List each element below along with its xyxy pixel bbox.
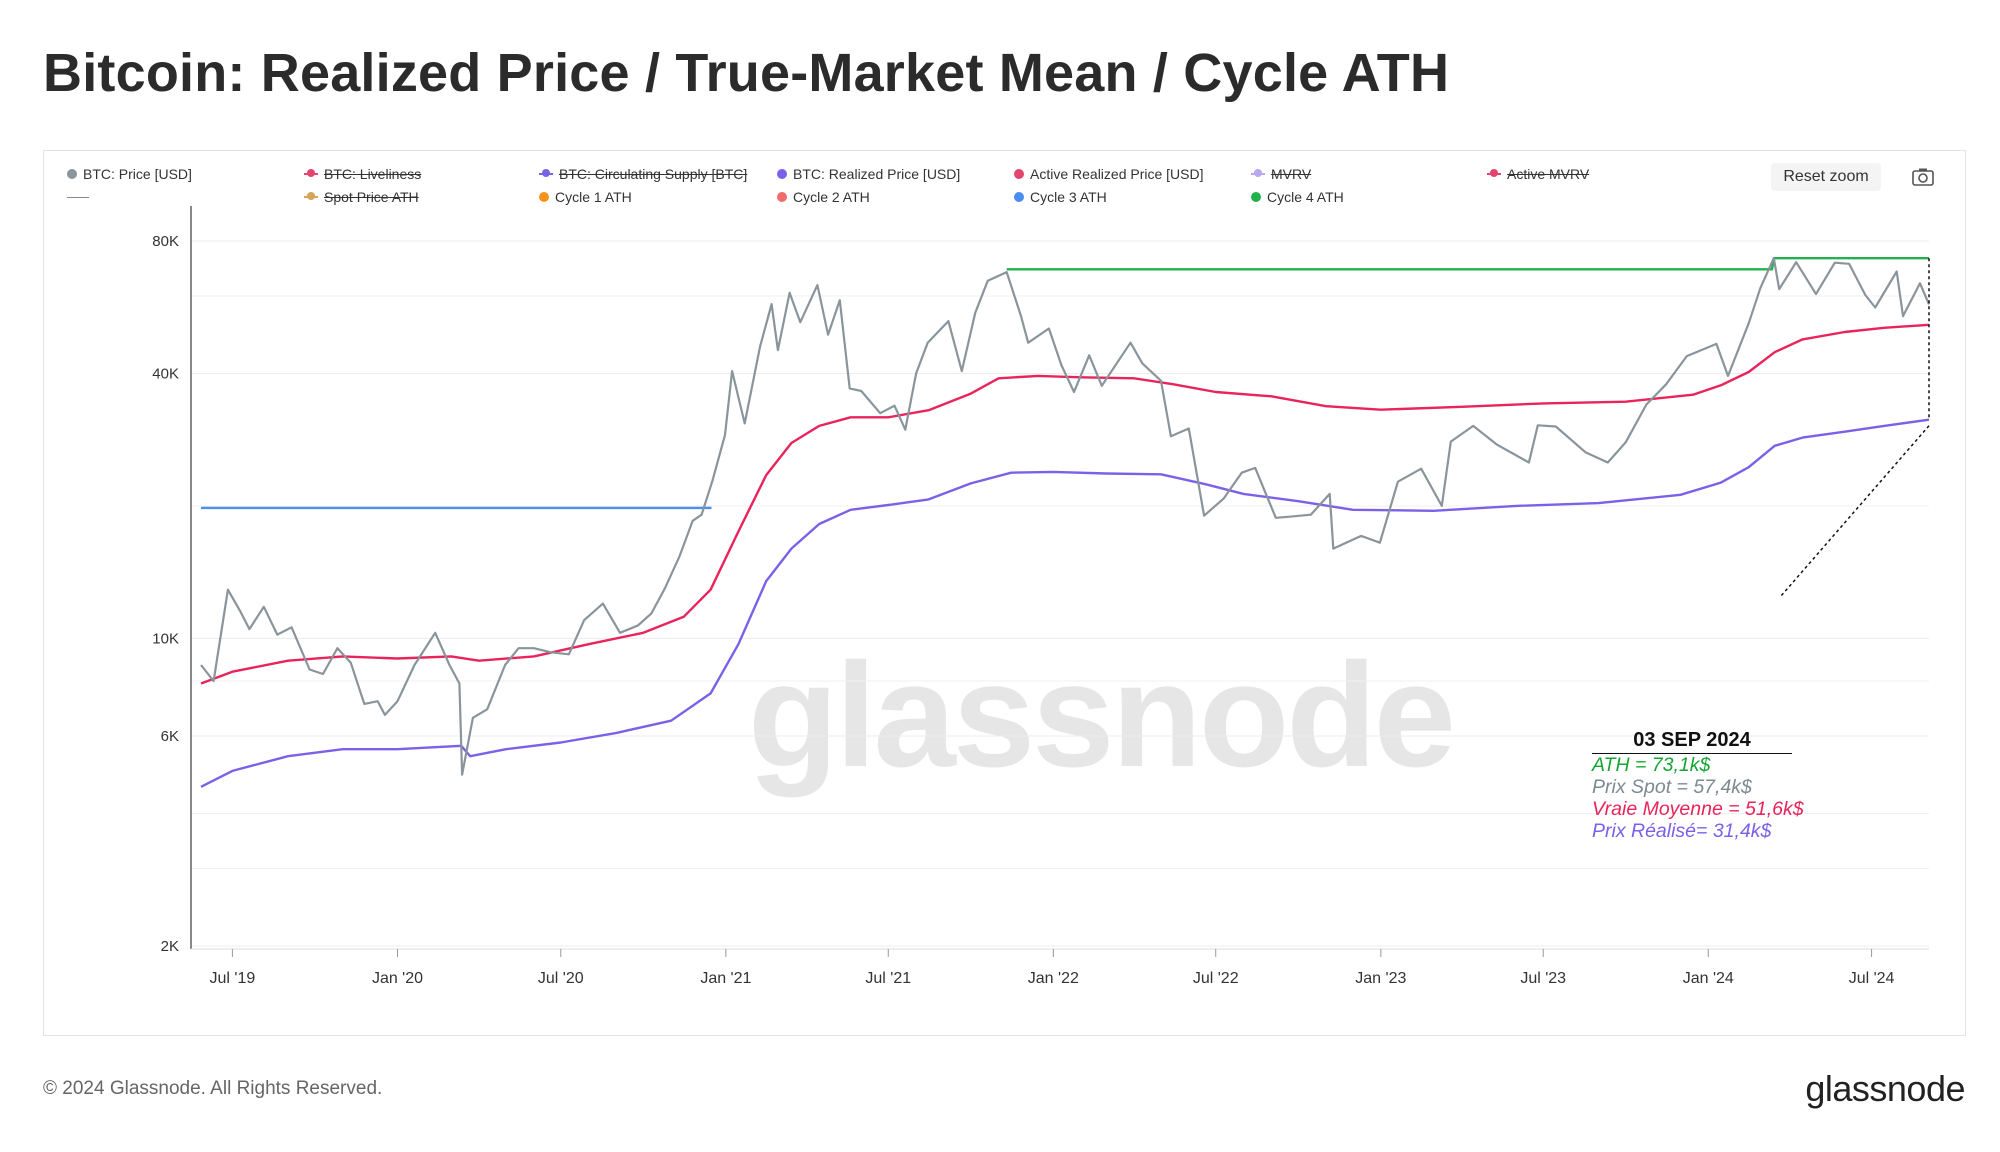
series-btc-realized-price-usd (200, 418, 1930, 788)
legend-item-cycle-4-ath[interactable]: Cycle 4 ATH (1251, 188, 1344, 206)
y-tick-label: 80K (152, 233, 179, 250)
annotation-date: 03 SEP 2024 (1592, 729, 1792, 754)
x-tick-label: Jan '22 (1028, 970, 1079, 987)
annotation-leader-diagonal (1780, 425, 1930, 597)
chart-panel: BTC: Price [USD] BTC: Liveliness BTC: Circ… (43, 150, 1966, 1036)
x-tick-label: Jan '21 (700, 970, 751, 987)
copyright-text: © 2024 Glassnode. All Rights Reserved. (43, 1078, 383, 1099)
legend-marker (304, 192, 318, 200)
legend-item-btc-liveliness[interactable]: BTC: Liveliness (304, 165, 421, 183)
x-tick-label: Jan '23 (1355, 970, 1406, 987)
chart-plot: 80K 40K 10K 6K 2K Jul '19 Jan '20 Jul '20 Jan '2… (152, 206, 1931, 987)
legend-label: Cycle 3 ATH (1030, 189, 1107, 205)
legend-marker (1251, 169, 1265, 177)
reset-zoom-button[interactable]: Reset zoom (1771, 163, 1881, 191)
y-tick-label: 6K (161, 728, 179, 745)
legend-label: Cycle 2 ATH (793, 189, 870, 205)
legend-item-active-realized-price-usd[interactable]: Active Realized Price [USD] (1014, 165, 1204, 183)
legend-label: Cycle 4 ATH (1267, 189, 1344, 205)
x-tick-label: Jul '21 (865, 970, 911, 987)
series-cycle-4-ath (1006, 257, 1929, 271)
legend-marker (777, 169, 787, 179)
legend-marker (67, 169, 77, 179)
x-tick-label: Jul '23 (1520, 970, 1566, 987)
legend-label: Cycle 1 ATH (555, 189, 632, 205)
legend-item-cycle-3-ath[interactable]: Cycle 3 ATH (1014, 188, 1107, 206)
legend-item-btc-circulating-supply-btc[interactable]: BTC: Circulating Supply [BTC] (539, 165, 747, 183)
x-tick-label: Jan '20 (372, 970, 423, 987)
annotation-realized: Prix Réalisé= 31,4k$ (1592, 820, 1772, 842)
x-tick-label: Jul '20 (538, 970, 584, 987)
legend-item-spot-price-ath[interactable]: Spot Price ATH (304, 188, 419, 206)
legend-marker (1251, 192, 1261, 202)
legend-marker (539, 169, 553, 177)
legend-marker (777, 192, 787, 202)
series-btc-price-usd (200, 257, 1931, 776)
legend-label: Active Realized Price [USD] (1030, 166, 1204, 182)
legend-label: BTC: Realized Price [USD] (793, 166, 961, 182)
legend-marker (539, 192, 549, 202)
legend-item-btc-realized-price-usd[interactable]: BTC: Realized Price [USD] (777, 165, 960, 183)
chart-legend: BTC: Price [USD] BTC: Liveliness BTC: Circ… (44, 161, 1965, 211)
legend-marker (1487, 169, 1501, 177)
x-tick-label: Jan '24 (1683, 970, 1734, 987)
legend-label: BTC: Price [USD] (83, 166, 192, 182)
legend-item-active-mvrv[interactable]: Active MVRV (1487, 165, 1589, 183)
annotation-ath: ATH = 73,1k$ (1592, 754, 1711, 776)
camera-icon[interactable] (1912, 167, 1934, 187)
legend-item-btc-price-usd[interactable]: BTC: Price [USD] (67, 165, 192, 183)
legend-dash-toggle[interactable] (67, 188, 95, 206)
x-tick-label: Jul '24 (1849, 970, 1895, 987)
legend-label: Active MVRV (1507, 166, 1590, 182)
x-tick-label: Jul '19 (210, 970, 256, 987)
y-tick-label: 40K (152, 365, 179, 382)
x-tick-label: Jul '22 (1193, 970, 1239, 987)
y-tick-label: 10K (152, 630, 179, 647)
legend-item-cycle-2-ath[interactable]: Cycle 2 ATH (777, 188, 870, 206)
price-annotation: 03 SEP 2024 ATH = 73,1k$ Prix Spot = 57,… (1592, 729, 1824, 842)
legend-label: MVRV (1271, 166, 1312, 182)
legend-label: Spot Price ATH (324, 189, 419, 205)
series-active-realized-price-usd (200, 323, 1930, 685)
annotation-spot: Prix Spot = 57,4k$ (1592, 776, 1752, 798)
legend-item-cycle-1-ath[interactable]: Cycle 1 ATH (539, 188, 632, 206)
dash-icon (67, 196, 89, 198)
page-title: Bitcoin: Realized Price / True-Market Me… (43, 43, 1450, 103)
legend-marker (1014, 169, 1024, 179)
y-tick-label: 2K (161, 938, 179, 955)
annotation-true-mean: Vraie Moyenne = 51,6k$ (1592, 798, 1804, 820)
legend-marker (1014, 192, 1024, 202)
legend-label: BTC: Liveliness (324, 166, 422, 182)
legend-item-mvrv[interactable]: MVRV (1251, 165, 1311, 183)
legend-marker (304, 169, 318, 177)
legend-label: BTC: Circulating Supply [BTC] (559, 166, 748, 182)
glassnode-logo: glassnode (1805, 1068, 1965, 1109)
